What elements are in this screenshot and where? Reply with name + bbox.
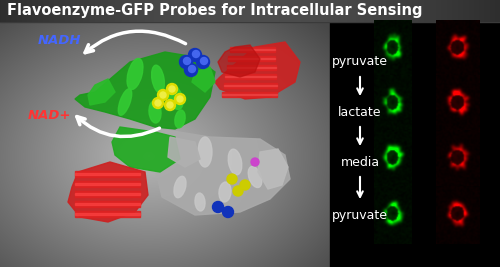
Circle shape xyxy=(166,84,177,95)
Circle shape xyxy=(222,206,234,218)
Circle shape xyxy=(158,89,168,100)
Polygon shape xyxy=(112,127,180,172)
Circle shape xyxy=(169,86,175,92)
Polygon shape xyxy=(168,137,200,167)
Text: pyruvate: pyruvate xyxy=(332,209,388,222)
Ellipse shape xyxy=(219,182,231,202)
Circle shape xyxy=(227,174,237,184)
Circle shape xyxy=(240,180,250,190)
Circle shape xyxy=(184,57,190,65)
Bar xyxy=(0,0,500,22)
Polygon shape xyxy=(218,45,260,77)
Polygon shape xyxy=(192,67,215,92)
Ellipse shape xyxy=(195,193,205,211)
Circle shape xyxy=(177,96,183,102)
Ellipse shape xyxy=(198,137,212,167)
Bar xyxy=(222,92,277,97)
Text: pyruvate: pyruvate xyxy=(332,56,388,69)
Bar xyxy=(228,56,275,61)
Circle shape xyxy=(180,56,192,69)
Ellipse shape xyxy=(175,110,185,128)
Circle shape xyxy=(192,50,200,57)
Bar xyxy=(75,193,140,194)
Bar xyxy=(230,49,274,50)
Ellipse shape xyxy=(248,166,262,187)
Circle shape xyxy=(174,93,186,104)
Bar xyxy=(225,76,276,77)
Bar xyxy=(224,83,276,88)
Circle shape xyxy=(152,97,164,108)
Bar xyxy=(228,57,275,59)
Circle shape xyxy=(212,202,224,213)
Bar xyxy=(230,46,274,52)
Bar xyxy=(75,211,140,217)
Circle shape xyxy=(160,92,166,98)
Bar xyxy=(75,171,140,177)
Bar xyxy=(225,73,276,79)
Text: media: media xyxy=(340,155,380,168)
Circle shape xyxy=(188,65,196,73)
Bar xyxy=(226,66,276,68)
Bar xyxy=(75,181,140,187)
Circle shape xyxy=(233,186,243,196)
Polygon shape xyxy=(258,149,288,189)
Bar xyxy=(75,213,140,214)
Circle shape xyxy=(164,100,175,111)
Ellipse shape xyxy=(167,85,183,109)
Text: NADH: NADH xyxy=(38,34,82,47)
Ellipse shape xyxy=(118,89,132,115)
Text: Flavoenzyme-GFP Probes for Intracellular Sensing: Flavoenzyme-GFP Probes for Intracellular… xyxy=(7,3,423,18)
Polygon shape xyxy=(68,162,148,222)
Polygon shape xyxy=(75,52,215,129)
Polygon shape xyxy=(88,79,115,105)
Circle shape xyxy=(167,102,173,108)
Bar xyxy=(75,191,140,197)
Ellipse shape xyxy=(228,149,242,175)
Circle shape xyxy=(188,49,202,61)
Ellipse shape xyxy=(174,176,186,198)
Polygon shape xyxy=(215,42,300,99)
Circle shape xyxy=(196,56,209,69)
Ellipse shape xyxy=(127,58,143,89)
Bar xyxy=(222,93,277,95)
Bar xyxy=(224,84,276,86)
Bar xyxy=(330,0,500,267)
Ellipse shape xyxy=(149,101,161,123)
Text: lactate: lactate xyxy=(338,105,382,119)
Circle shape xyxy=(251,158,259,166)
Circle shape xyxy=(184,64,198,77)
Bar xyxy=(75,183,140,184)
Bar xyxy=(75,203,140,205)
Bar xyxy=(75,201,140,207)
Bar xyxy=(226,65,276,70)
Circle shape xyxy=(155,100,161,106)
Polygon shape xyxy=(155,129,290,215)
Ellipse shape xyxy=(152,65,164,93)
Circle shape xyxy=(200,57,207,65)
Text: NAD+: NAD+ xyxy=(28,109,72,122)
Bar xyxy=(75,173,140,175)
